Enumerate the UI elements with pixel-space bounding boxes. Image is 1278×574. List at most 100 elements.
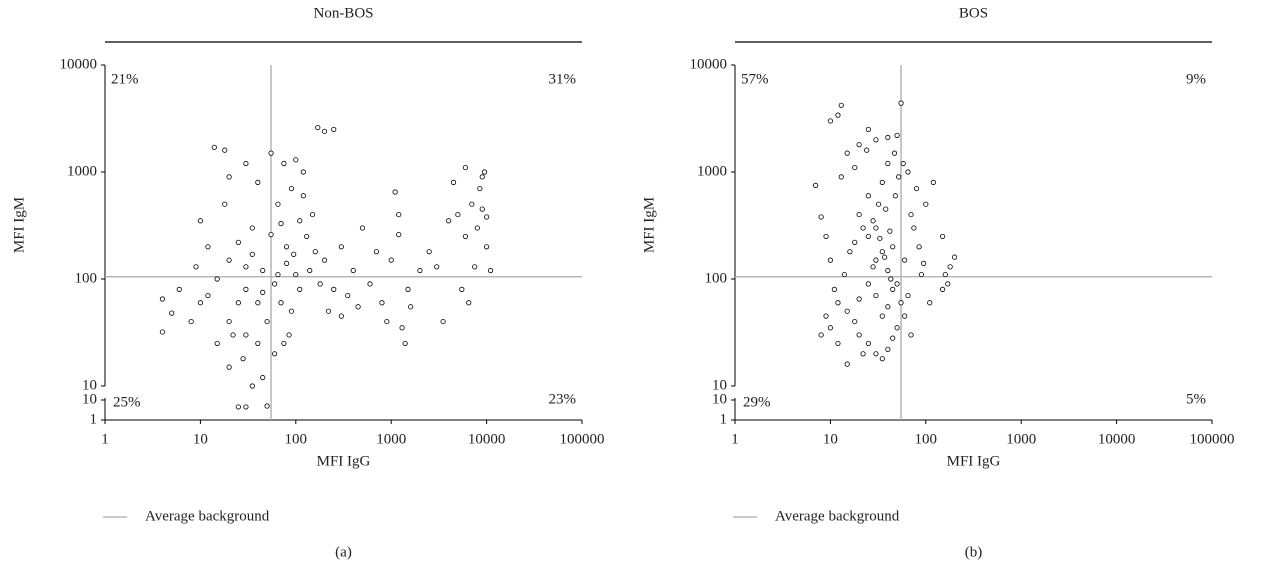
point [873, 137, 879, 143]
point [307, 267, 313, 274]
point [879, 179, 885, 185]
point [312, 249, 318, 255]
point [852, 164, 858, 171]
point [283, 260, 290, 266]
point [913, 185, 920, 192]
point [894, 325, 900, 331]
point [214, 276, 220, 282]
point [455, 211, 461, 218]
point [879, 356, 885, 362]
quadrant-percent: 57% [741, 71, 769, 87]
point [900, 160, 906, 167]
point [255, 300, 261, 306]
point [275, 271, 281, 278]
point [885, 134, 891, 141]
point [947, 264, 953, 270]
point [474, 225, 480, 231]
point [169, 310, 175, 316]
point [905, 292, 911, 299]
point [373, 249, 380, 255]
point [286, 332, 292, 338]
point [827, 118, 834, 124]
x-tick-label: 1 [101, 431, 109, 447]
point [864, 147, 870, 153]
point [847, 249, 853, 255]
point [288, 308, 295, 314]
point [865, 193, 871, 199]
quadrant-percent: 31% [549, 71, 577, 87]
x-tick-label: 10 [823, 431, 838, 447]
point [188, 318, 194, 325]
point [835, 340, 841, 347]
point [865, 233, 871, 240]
point [235, 404, 241, 410]
point [288, 185, 295, 192]
point [230, 332, 236, 338]
point [898, 100, 904, 106]
x-tick-label: 1000 [1006, 431, 1036, 447]
x-tick-label: 100000 [560, 431, 605, 447]
point [159, 296, 166, 302]
y-tick-label: 100 [75, 270, 98, 286]
point [481, 169, 488, 175]
point [838, 174, 844, 180]
x-tick-label: 100000 [1190, 431, 1235, 447]
point [291, 251, 297, 257]
point [838, 102, 844, 108]
point [281, 160, 287, 167]
point [890, 286, 896, 292]
point [321, 257, 328, 263]
point [222, 201, 228, 207]
point [865, 281, 871, 287]
point [309, 211, 316, 218]
point [860, 225, 866, 231]
point [472, 264, 478, 270]
point [908, 332, 914, 338]
y-tick-label: 1000 [67, 163, 97, 179]
point [350, 267, 356, 274]
point [875, 201, 882, 207]
y-tick-label: 10000 [60, 56, 98, 72]
point [300, 193, 306, 199]
y-tick-label: 100 [705, 270, 728, 286]
point [260, 267, 266, 274]
point [315, 124, 321, 131]
point [293, 271, 299, 278]
point [275, 201, 281, 207]
point [293, 157, 299, 163]
point [483, 214, 490, 220]
point [466, 300, 472, 306]
point [921, 260, 927, 266]
point [379, 300, 385, 306]
point [483, 244, 490, 250]
y-tick-label: 10 [712, 391, 727, 407]
point [205, 292, 211, 299]
point [885, 346, 891, 352]
legend-label: Average background [775, 508, 900, 524]
point [462, 233, 469, 240]
point [426, 249, 432, 255]
point [399, 325, 405, 331]
point [268, 150, 274, 156]
point [304, 233, 310, 240]
point [331, 286, 337, 292]
y-tick-label: 10 [82, 391, 97, 407]
point [888, 276, 894, 282]
point [283, 244, 290, 250]
point [477, 185, 483, 192]
point [281, 340, 287, 347]
point [865, 126, 871, 133]
point [831, 286, 837, 292]
y-axis-label: MFI IgM [641, 197, 657, 253]
point [345, 292, 351, 299]
point [896, 174, 902, 180]
point [885, 304, 891, 310]
point [870, 218, 876, 224]
point [827, 257, 834, 263]
point [487, 267, 494, 274]
point [479, 174, 485, 180]
point [852, 239, 858, 245]
x-tick-label: 10 [193, 431, 208, 447]
x-tick-label: 100 [915, 431, 938, 447]
point [873, 257, 879, 263]
